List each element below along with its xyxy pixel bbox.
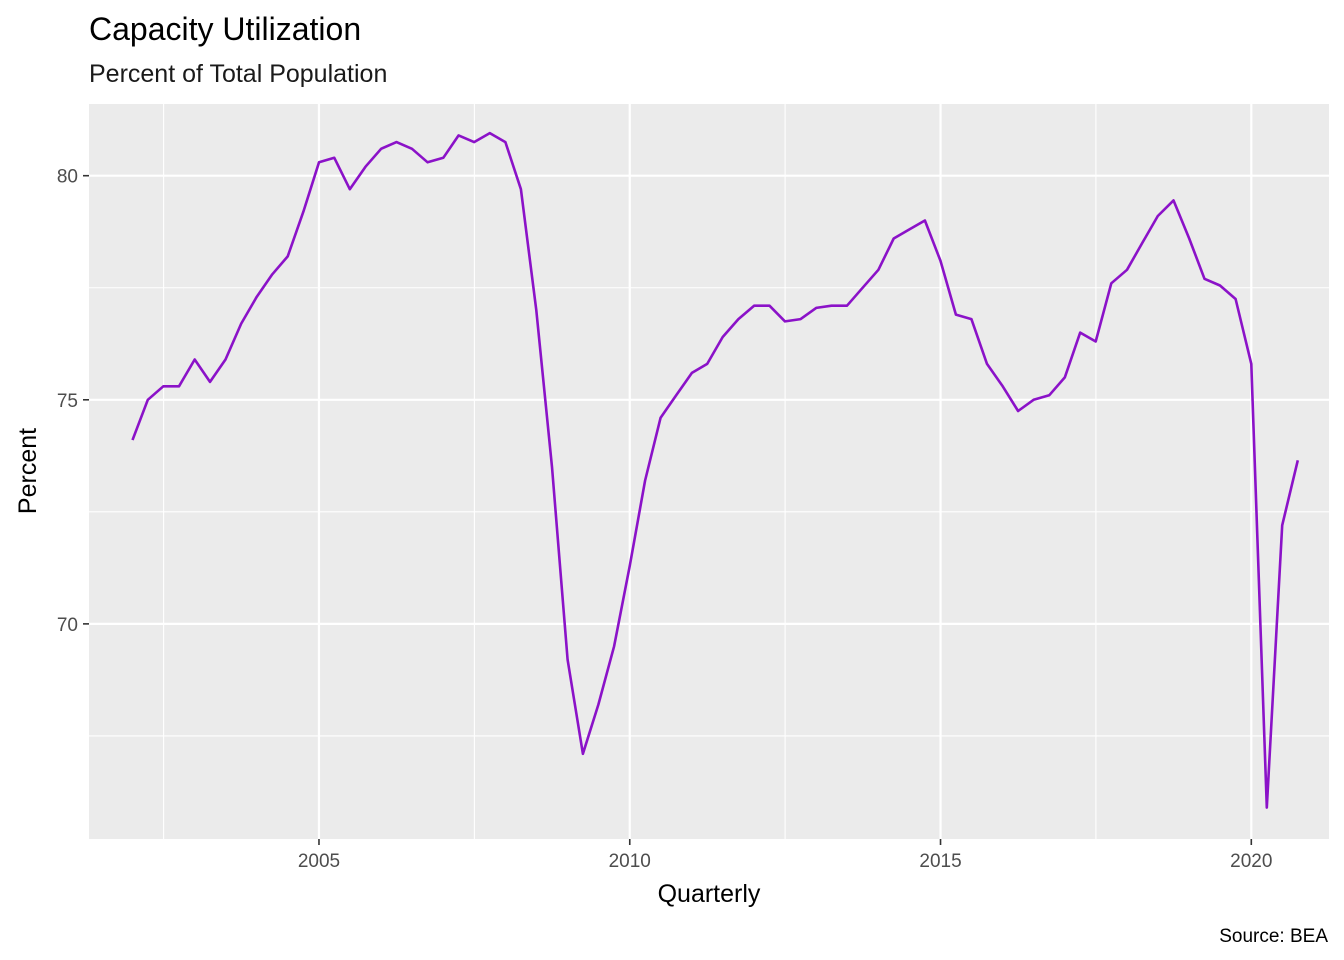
plot-panel (89, 104, 1329, 839)
y-tick-label: 80 (57, 167, 78, 188)
y-tick-label: 75 (57, 391, 78, 412)
chart-title: Capacity Utilization (89, 11, 361, 47)
x-tick-label: 2020 (1230, 851, 1272, 872)
series-layer (131, 131, 1300, 809)
y-axis: 70 75 80 (57, 167, 89, 636)
series-line (131, 131, 1300, 809)
y-axis-title: Percent (14, 428, 42, 514)
y-tick-label: 70 (57, 615, 78, 636)
major-gridlines (89, 104, 1329, 839)
source-caption: Source: BEA (1219, 926, 1328, 947)
chart-subtitle: Percent of Total Population (89, 60, 387, 88)
x-axis-title: Quarterly (658, 880, 761, 908)
minor-gridlines (89, 104, 1329, 839)
x-axis: 2005 2010 2015 2020 (298, 839, 1272, 872)
x-tick-label: 2015 (919, 851, 961, 872)
x-tick-label: 2005 (298, 851, 340, 872)
x-tick-label: 2010 (609, 851, 651, 872)
